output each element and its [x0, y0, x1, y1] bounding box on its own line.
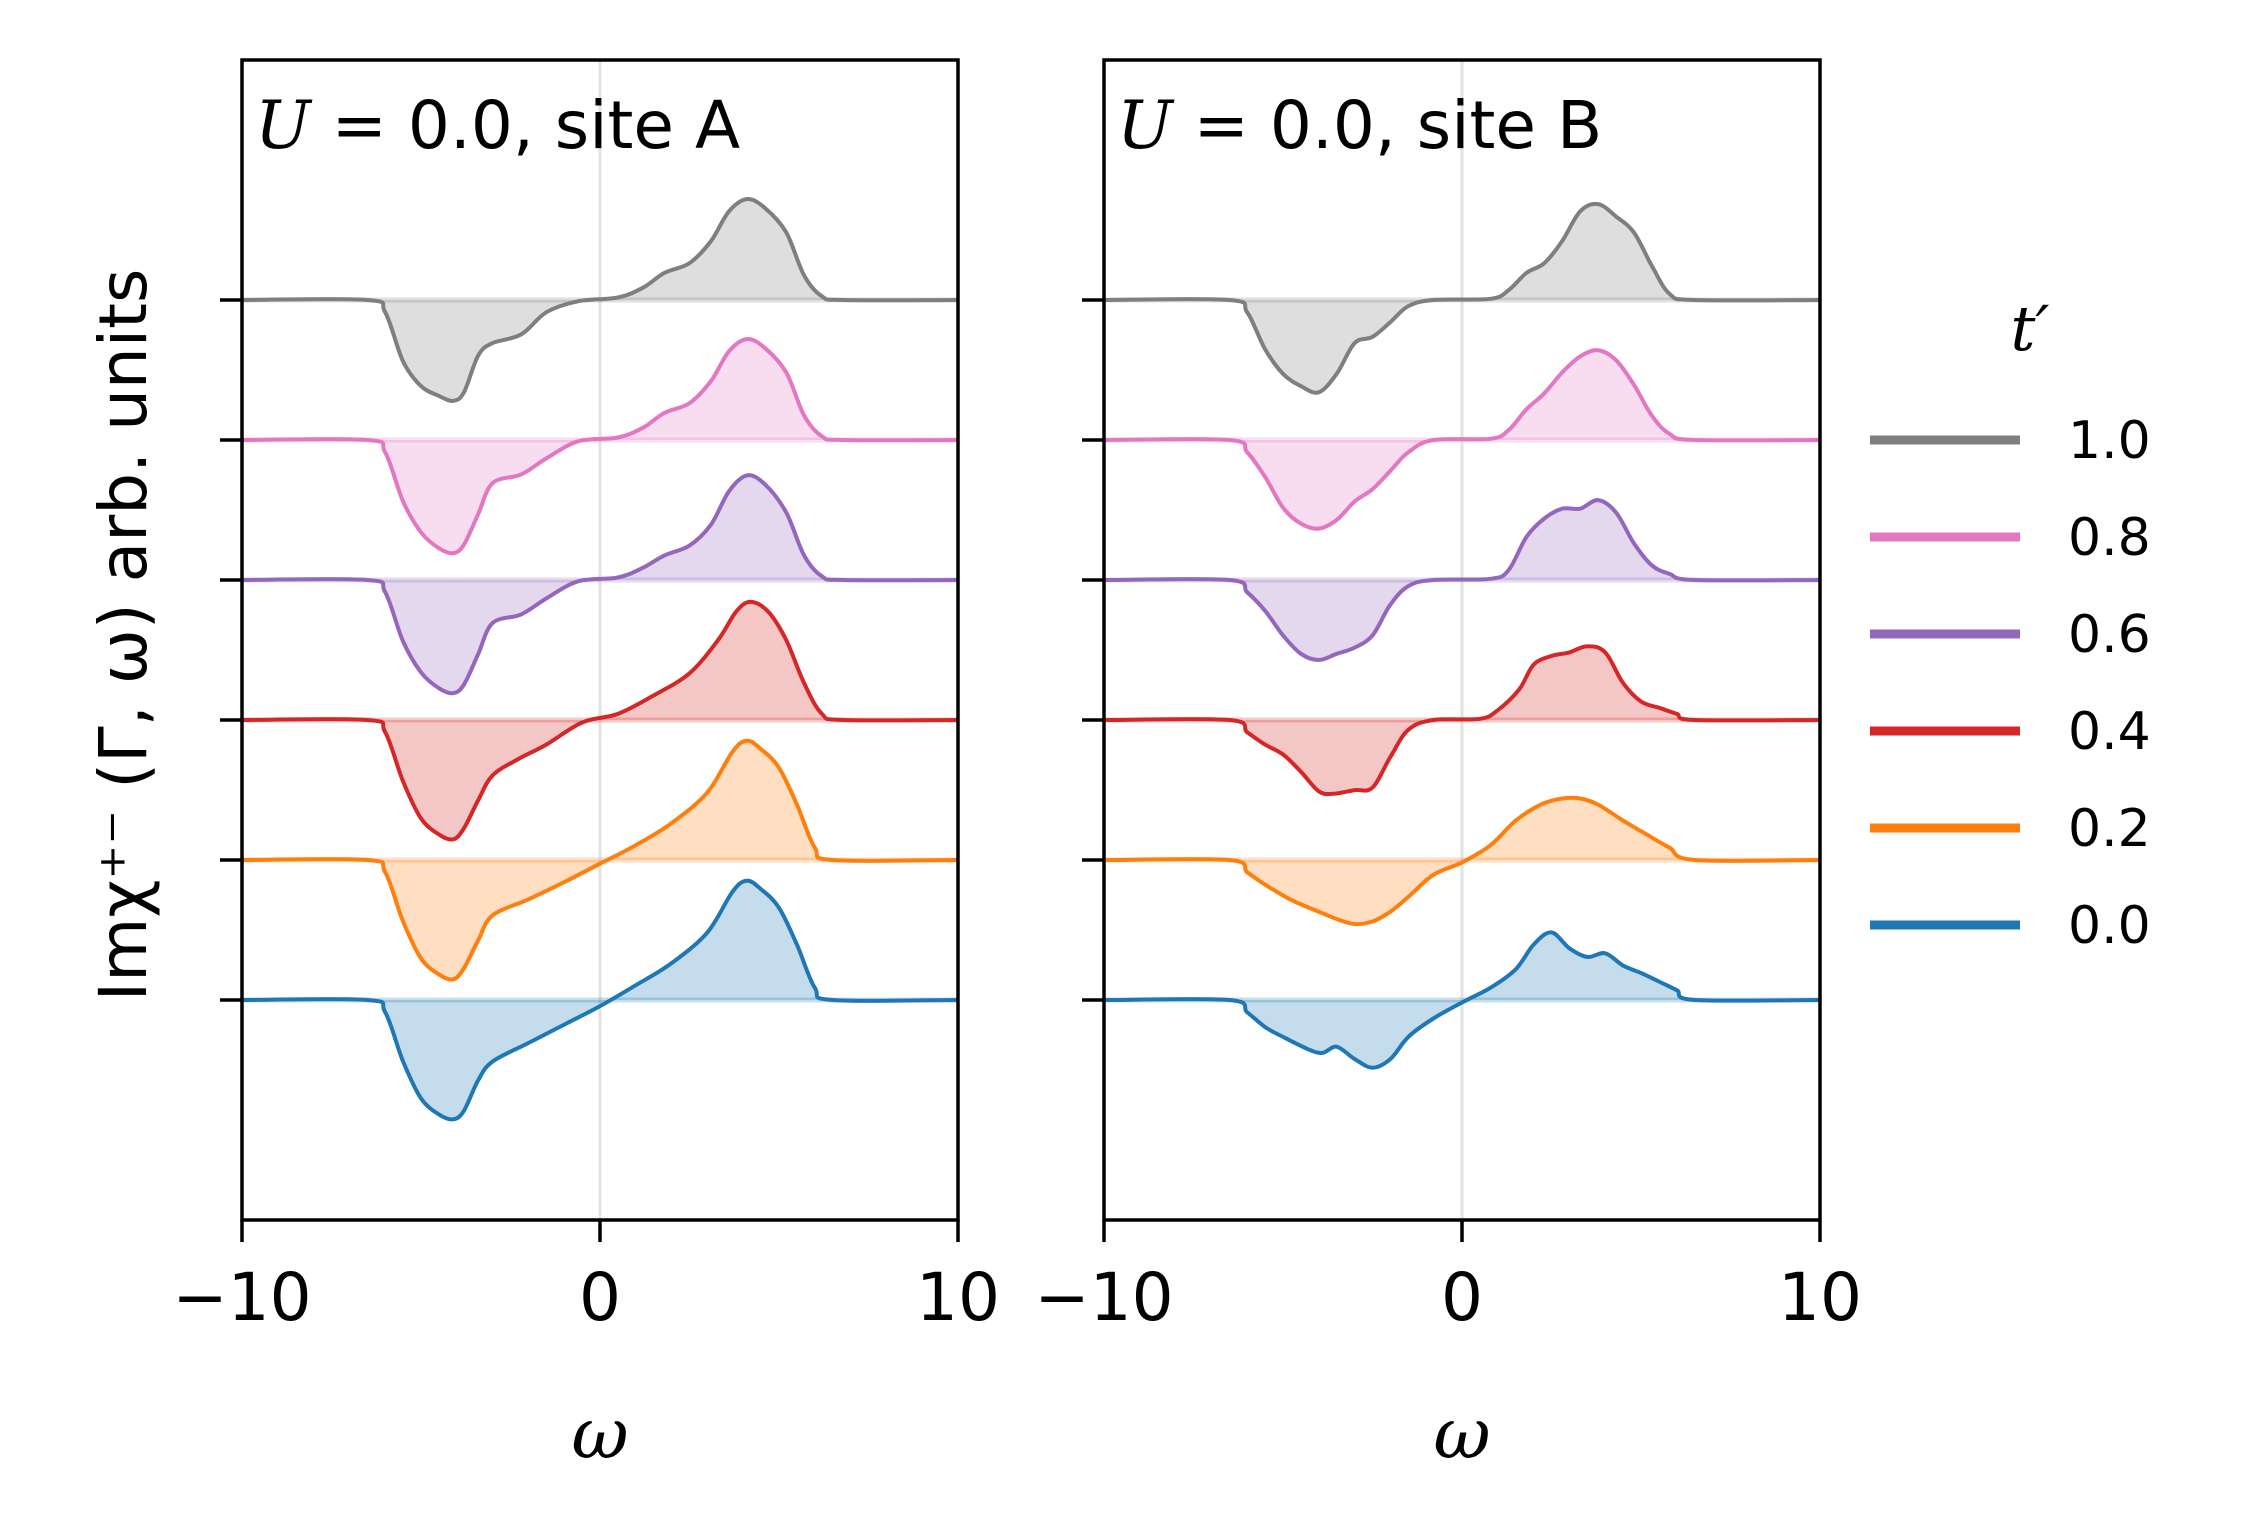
- panel-site-a: U = 0.0, site A −10 0 10 ω: [172, 58, 1000, 1475]
- x-tick-label: 10: [916, 1259, 1000, 1336]
- series-line-0.0: [1103, 930, 1821, 1070]
- x-tick-label: 10: [1778, 1259, 1862, 1336]
- legend-label-0.4: 0.4: [2068, 702, 2151, 762]
- series-fill-0.0: [1104, 932, 1820, 1068]
- series-fill-0.6: [242, 475, 958, 694]
- x-ticks-site-b: −10 0 10: [1034, 1220, 1862, 1336]
- legend-label-1.0: 1.0: [2068, 411, 2151, 471]
- series-line-0.8: [241, 337, 959, 556]
- panel-title-site-a: U = 0.0, site A: [255, 87, 740, 164]
- series-fill-0.4: [242, 601, 958, 840]
- panel-title-rest: = 0.0, site B: [1173, 87, 1603, 164]
- x-tick-label: 0: [1441, 1259, 1483, 1336]
- plot-area-site-b: [1103, 60, 1821, 1220]
- legend-label-0.6: 0.6: [2068, 605, 2151, 665]
- legend-label-0.0: 0.0: [2068, 896, 2151, 956]
- plot-area-site-a: [241, 60, 959, 1220]
- series-line-0.4: [241, 599, 959, 842]
- series-fill-0.4: [1104, 646, 1820, 795]
- series-line-1.0: [241, 197, 959, 403]
- series-line-0.8: [1103, 348, 1821, 531]
- x-tick-label: −10: [172, 1259, 311, 1336]
- legend-entries: 1.0 0.8 0.6 0.4 0.2 0.0: [1870, 411, 2151, 956]
- series-fill-0.8: [242, 339, 958, 554]
- series-line-0.6: [241, 473, 959, 696]
- series-line-0.2: [1103, 795, 1821, 927]
- x-ticks-site-a: −10 0 10: [172, 1220, 1000, 1336]
- series-fill-0.2: [242, 740, 958, 980]
- legend-label-0.2: 0.2: [2068, 799, 2151, 859]
- series-fill-1.0: [242, 199, 958, 401]
- y-ticks-site-b: [1082, 298, 1104, 1002]
- panel-title-var: U: [255, 87, 313, 164]
- x-axis-label-site-a: ω: [571, 1393, 628, 1475]
- y-ticks-site-a: [220, 298, 242, 1002]
- series-line-0.6: [1103, 498, 1821, 662]
- series-line-0.4: [1103, 644, 1821, 797]
- legend-label-0.8: 0.8: [2068, 508, 2151, 568]
- x-tick-label: −10: [1034, 1259, 1173, 1336]
- panel-title-site-b: U = 0.0, site B: [1117, 87, 1602, 164]
- panel-site-b: U = 0.0, site B −10 0 10 ω: [1034, 58, 1862, 1475]
- panel-title-rest: = 0.0, site A: [311, 87, 741, 164]
- legend-title: t′: [2011, 292, 2050, 365]
- x-tick-label: 0: [579, 1259, 621, 1336]
- series-fill-1.0: [1104, 203, 1820, 393]
- y-axis-label: Imχ⁺⁻ (Γ, ω) arb. units: [85, 269, 162, 1002]
- series-line-0.2: [241, 738, 959, 982]
- series-fill-0.0: [242, 880, 958, 1120]
- panel-title-var: U: [1117, 87, 1175, 164]
- legend: t′ 1.0 0.8 0.6 0.4 0.2 0.0: [1870, 292, 2151, 956]
- series-fill-0.6: [1104, 500, 1820, 660]
- x-axis-label-site-b: ω: [1433, 1393, 1490, 1475]
- series-line-0.0: [241, 878, 959, 1122]
- series-line-1.0: [1103, 201, 1821, 395]
